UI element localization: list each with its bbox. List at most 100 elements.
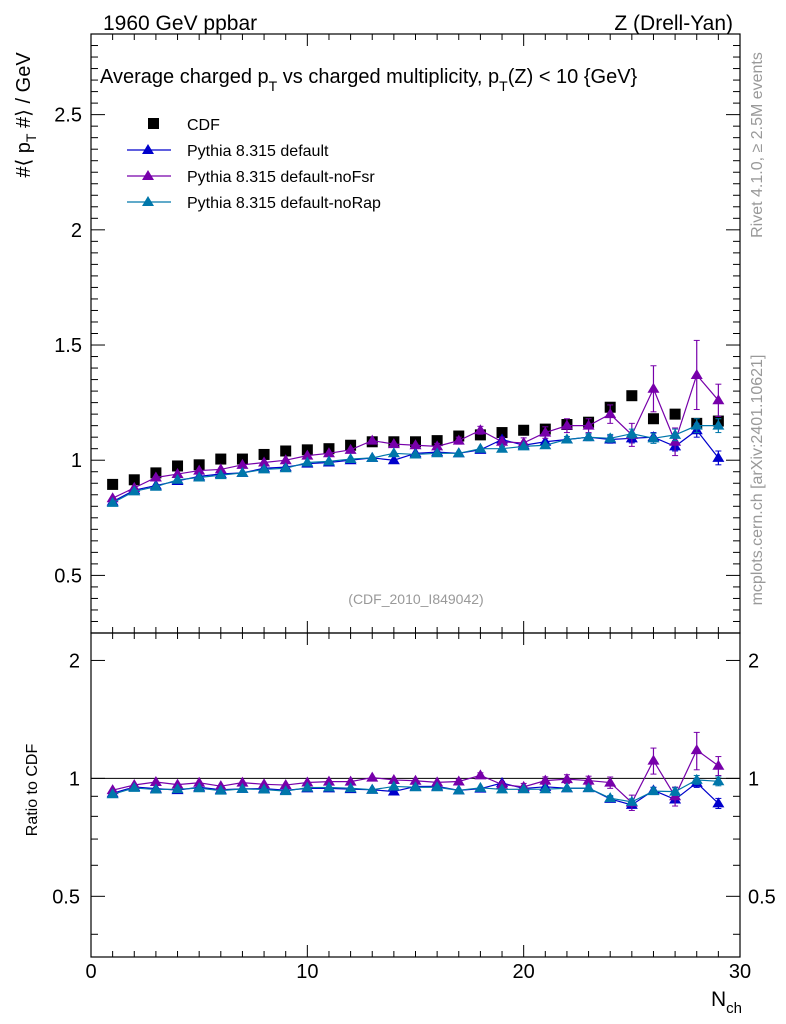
noFsr-main-point [387,438,400,449]
noFsr-main-point [258,456,271,467]
x-tick-label: 0 [85,961,96,983]
noRap-ratio-point [690,773,703,784]
x-axis-label-sub: ch [726,1000,742,1017]
noRap-main-point [517,440,530,451]
noRap-ratio-point [474,781,487,792]
noRap-main-point [560,433,573,444]
ratio-tick-label-right: 1 [748,768,759,790]
noRap-ratio-point [647,785,660,796]
noFsr-main-point [193,464,206,475]
legend-norap-label: Pythia 8.315 default-noRap [187,195,381,212]
default-main-point [712,451,725,462]
noFsr-ratio-point [322,775,335,786]
ratio-tick-label-left: 2 [69,650,80,672]
noRap-ratio-point [604,792,617,803]
x-tick-label: 30 [729,961,751,983]
noFsr-main-point [171,468,184,479]
series-noRap [106,418,725,806]
noRap-ratio-point [387,780,400,791]
cdf-point [107,478,119,490]
noRap-ratio-point [236,782,249,793]
noFsr-main-point [712,394,725,405]
noRap-ratio-point [409,781,422,792]
noRap-ratio-point [128,781,141,792]
cdf-point [626,390,638,402]
chart-title-sub2: T [499,78,508,94]
noRap-ratio-point [106,788,119,799]
noFsr-main-point [496,435,509,446]
noRap-main-point [128,485,141,496]
noFsr-ratio-point [149,776,162,787]
legend-nofsr-label: Pythia 8.315 default-noFsr [187,169,375,186]
noFsr-main-point [301,449,314,460]
noRap-main-point [236,466,249,477]
legend-nofsr-marker [142,170,154,180]
noRap-ratio-point [366,783,379,794]
axis-ticks: 0 10 20 30 0.5 1 1.5 2 2.5 0.5 0.5 1 1 2 2 [52,33,776,983]
noFsr-main-point [149,471,162,482]
noRap-main-point [604,432,617,443]
noRap-main-point [193,471,206,482]
noFsr-ratio-point [301,776,314,787]
noFsr-main-point [582,419,595,430]
noFsr-ratio-point [258,778,271,789]
main-ylabel-sub: T [23,133,39,142]
ratio-tick-label-left: 0.5 [52,886,80,908]
noRap-ratio-point [301,781,314,792]
noFsr-ratio-point [560,773,573,784]
noRap-main-point [279,462,292,473]
cdf-point [280,445,292,457]
noRap-main-point [322,455,335,466]
noRap-ratio-point [669,785,682,796]
noFsr-ratio-point [409,774,422,785]
noRap-main-point [690,419,703,430]
noRap-main-point [625,427,638,438]
chart-title-b: vs charged multiplicity, p [277,66,499,88]
x-axis-label: Nch [711,988,742,1017]
mcplots-label: mcplots.cern.ch [arXiv:2401.10621] [749,355,766,606]
noRap-main-point [712,419,725,430]
noFsr-ratio-point [647,754,660,765]
noFsr-ratio-point [604,776,617,787]
noFsr-main-point [279,454,292,465]
x-tick-label: 10 [296,961,318,983]
noFsr-main-point [344,443,357,454]
noFsr-main-point [539,426,552,437]
cdf-point [474,429,486,441]
noRap-ratio-point [539,783,552,794]
noRap-ratio-point [193,782,206,793]
noFsr-main-point [431,440,444,451]
noRap-main-point [431,447,444,458]
default-ratio-point [387,785,400,796]
noRap-main-point [409,448,422,459]
noFsr-ratio-point [690,744,703,755]
noFsr-ratio-point [344,775,357,786]
noFsr-ratio-point [712,759,725,770]
cdf-point [172,460,184,472]
noRap-main-point [301,456,314,467]
noFsr-main-point [647,382,660,393]
noFsr-main-point [214,463,227,474]
rivet-version-label: Rivet 4.1.0, ≥ 2.5M events [749,52,766,238]
cdf-point [128,474,140,486]
data-series [91,339,740,811]
noFsr-ratio-point [387,773,400,784]
noRap-ratio-point [279,785,292,796]
noFsr-main-point [409,439,422,450]
noRap-main-point [647,432,660,443]
noFsr-ratio-point [236,776,249,787]
ratio-panel-frame [90,632,741,958]
y-tick-label: 1 [71,450,82,472]
noFsr-main-point [690,368,703,379]
noRap-ratio-point [322,781,335,792]
x-tick-label: 20 [513,961,535,983]
noRap-main-point [539,439,552,450]
noRap-main-point [582,431,595,442]
noRap-ratio-point [431,781,444,792]
noFsr-main-point [366,434,379,445]
noRap-ratio-point [712,775,725,786]
noFsr-main-point [322,447,335,458]
noRap-ratio-point [560,782,573,793]
noRap-ratio-point [149,783,162,794]
